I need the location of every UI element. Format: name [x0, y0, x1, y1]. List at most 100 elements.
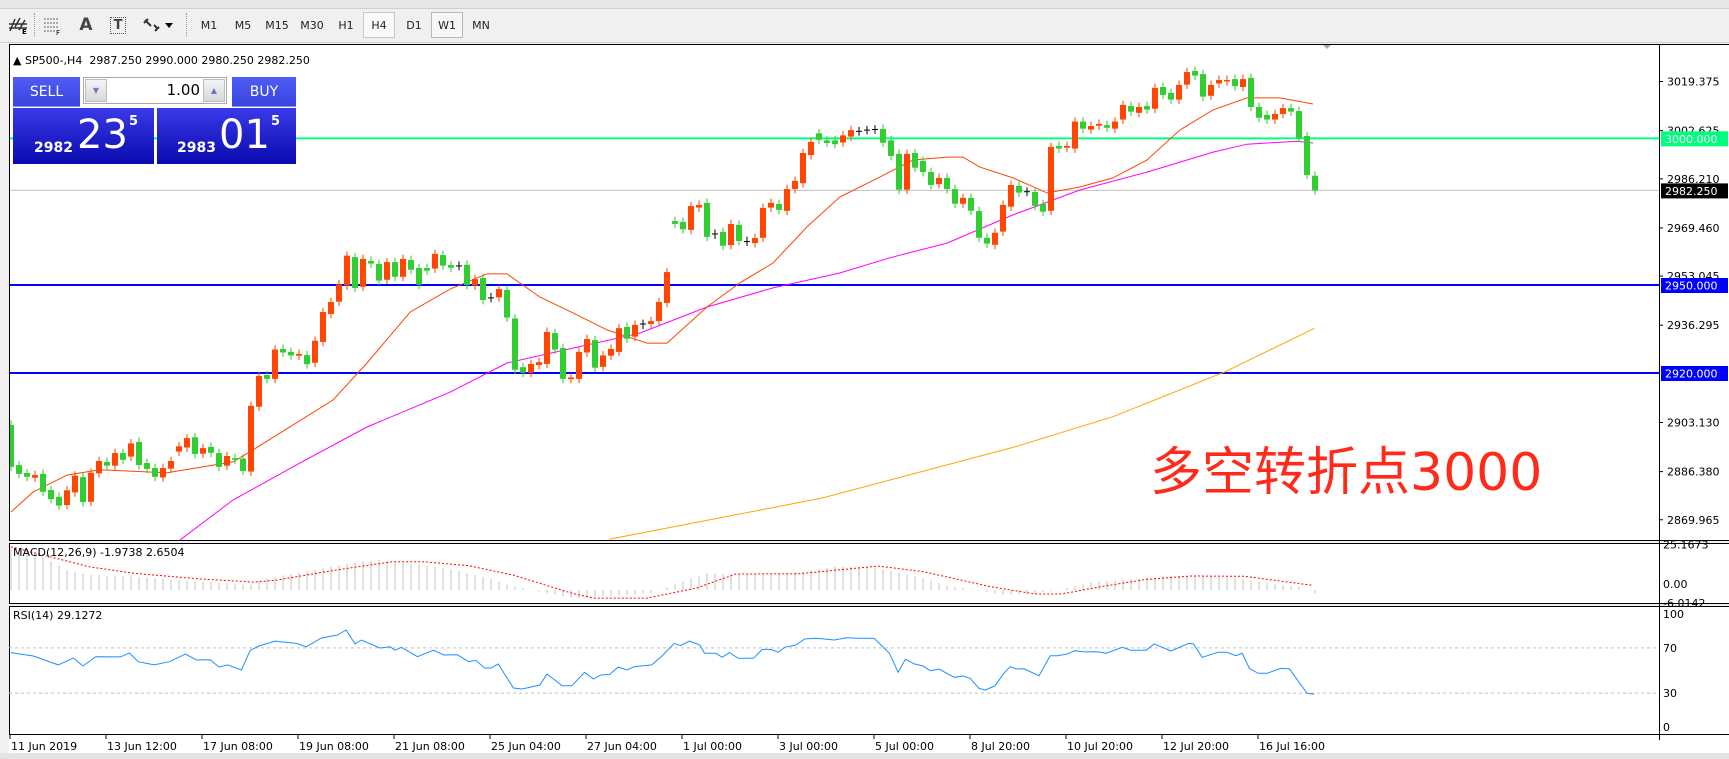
candle-body [568, 377, 574, 380]
arrows-dropdown-icon[interactable] [138, 12, 178, 38]
candle-body [792, 180, 798, 190]
timeframe-m15-button[interactable]: M15 [265, 18, 289, 32]
timeframe-h1-button[interactable]: H1 [338, 18, 354, 32]
candle [1128, 101, 1134, 117]
candle [440, 250, 446, 271]
candle-body [1032, 192, 1038, 206]
candle-body [784, 189, 790, 211]
candle [888, 135, 894, 161]
candle-body [672, 221, 678, 224]
timeframe-m5-button[interactable]: M5 [234, 18, 252, 32]
candle-body [400, 258, 406, 277]
candle-body [1040, 204, 1046, 212]
rsi-axis-label: 0 [1663, 721, 1670, 734]
candle-body [1272, 113, 1278, 120]
candle [296, 349, 302, 361]
candle [568, 372, 574, 384]
timeframe-mn-button[interactable]: MN [472, 18, 490, 32]
candle-body [600, 355, 606, 367]
candle [600, 350, 606, 372]
candle-body [384, 262, 390, 280]
candle [984, 233, 990, 249]
candle [456, 261, 462, 271]
candle [744, 236, 750, 246]
ma-slow-line [608, 327, 1315, 540]
candle [1184, 67, 1190, 90]
expert-chart-icon[interactable]: E [4, 12, 32, 38]
candle-body [992, 232, 998, 245]
candle-body [280, 348, 286, 353]
candle [776, 199, 782, 215]
candle-body [232, 458, 238, 460]
candle-body [1016, 185, 1022, 193]
candle-body [944, 177, 950, 190]
candle-body [512, 318, 518, 370]
candle-body [1096, 123, 1102, 126]
buy-price-button[interactable]: 2983 01 5 [157, 108, 296, 164]
candle [1272, 109, 1278, 124]
lot-size-input[interactable]: 1.00 [166, 81, 200, 99]
candle-body [80, 477, 86, 503]
candle [1168, 88, 1174, 105]
main-pane-frame [9, 44, 1729, 541]
candle [800, 148, 806, 188]
candle [248, 401, 254, 476]
candle [160, 463, 166, 482]
buy-button[interactable]: BUY [232, 77, 296, 107]
candle [616, 323, 622, 357]
candle [1216, 75, 1222, 88]
candle [896, 149, 902, 195]
candle-body [1120, 104, 1126, 120]
candle [608, 344, 614, 361]
candle [112, 448, 118, 471]
candle-body [312, 340, 318, 363]
timeframe-m1-button[interactable]: M1 [200, 18, 218, 32]
lot-increase-button[interactable]: ▲ [203, 79, 225, 102]
candle-body [248, 405, 254, 472]
sell-price-button[interactable]: 2982 23 5 [13, 108, 154, 164]
collapse-triangle-icon[interactable]: ▲ [13, 54, 25, 67]
candle-body [432, 253, 438, 269]
timeframe-d1-button[interactable]: D1 [406, 18, 422, 32]
candle-body [760, 207, 766, 238]
price-axis-label: 3019.375 [1667, 76, 1720, 89]
candle-body [16, 465, 22, 474]
candle [56, 492, 62, 510]
candle-body [1168, 92, 1174, 100]
candle-body [840, 135, 846, 143]
candle [584, 334, 590, 357]
date-axis-label: 17 Jun 08:00 [203, 740, 273, 753]
candle [944, 173, 950, 194]
candle [688, 201, 694, 235]
candle-body [624, 326, 630, 339]
timeframe-h4-button[interactable]: H4 [363, 12, 395, 38]
date-axis-label: 1 Jul 00:00 [683, 740, 742, 753]
level-price-tag: 2950.000 [1665, 280, 1718, 293]
candle [512, 314, 518, 375]
toolbar-separator [186, 13, 189, 37]
candle-body [128, 443, 134, 457]
buy-price-big: 01 [219, 112, 270, 158]
bid-price-tag: 2982.250 [1665, 185, 1718, 198]
sell-button[interactable]: SELL [13, 77, 80, 107]
text-icon[interactable]: A [79, 15, 93, 35]
candle [128, 438, 134, 461]
date-axis-label: 13 Jun 12:00 [107, 740, 177, 753]
candle [480, 273, 486, 305]
candle [104, 457, 110, 471]
candle [1200, 69, 1206, 102]
text-label-icon[interactable]: T [104, 12, 132, 38]
timeframe-w1-button[interactable]: W1 [431, 12, 463, 38]
candle [136, 437, 142, 470]
lot-decrease-button[interactable]: ▼ [85, 79, 107, 102]
price-axis-label: 2986.210 [1667, 173, 1720, 186]
candle [336, 280, 342, 307]
fibonacci-icon[interactable]: F [38, 12, 66, 38]
candle-body [1104, 125, 1110, 128]
candle [1208, 80, 1214, 101]
timeframe-m30-button[interactable]: M30 [300, 18, 324, 32]
candle-body [24, 473, 30, 477]
date-axis-label: 21 Jun 08:00 [395, 740, 465, 753]
candle-body [472, 279, 478, 286]
candle-body [1176, 84, 1182, 100]
